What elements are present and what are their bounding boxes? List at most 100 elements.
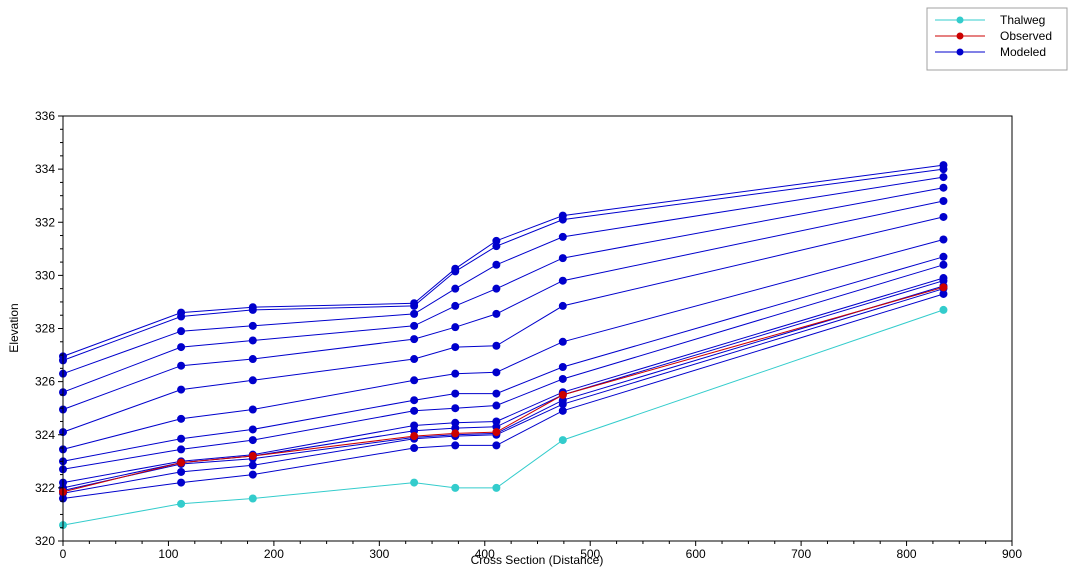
y-axis-title: Elevation bbox=[7, 303, 21, 352]
data-point bbox=[939, 183, 948, 192]
data-point bbox=[492, 368, 501, 377]
series-line bbox=[62, 176, 944, 375]
legend-swatch-marker bbox=[956, 32, 964, 40]
data-point bbox=[177, 478, 186, 487]
data-point bbox=[451, 429, 460, 438]
data-point bbox=[939, 283, 948, 292]
series-line bbox=[62, 293, 944, 499]
legend-label: Thalweg bbox=[1000, 13, 1045, 27]
series-line bbox=[62, 264, 944, 470]
data-point bbox=[492, 236, 501, 245]
series-line bbox=[62, 285, 944, 491]
y-tick-label: 330 bbox=[35, 268, 55, 282]
x-tick-label: 200 bbox=[264, 547, 284, 561]
data-point bbox=[492, 428, 501, 437]
series-modeled bbox=[59, 212, 948, 437]
x-tick-label: 700 bbox=[791, 547, 811, 561]
data-point bbox=[177, 467, 186, 476]
data-point bbox=[939, 260, 948, 269]
x-tick-label: 100 bbox=[158, 547, 178, 561]
series-observed bbox=[59, 283, 948, 496]
x-tick-label: 800 bbox=[897, 547, 917, 561]
x-tick-label: 300 bbox=[369, 547, 389, 561]
data-point bbox=[248, 461, 257, 470]
series-modeled bbox=[59, 235, 948, 454]
data-point bbox=[410, 444, 419, 453]
legend-swatch-marker bbox=[956, 16, 964, 24]
data-point bbox=[451, 389, 460, 398]
data-point bbox=[410, 335, 419, 344]
y-tick-label: 336 bbox=[35, 109, 55, 123]
data-point bbox=[451, 284, 460, 293]
x-tick-label: 400 bbox=[475, 547, 495, 561]
data-point bbox=[177, 385, 186, 394]
series-line bbox=[62, 168, 944, 361]
data-point bbox=[451, 323, 460, 332]
data-point bbox=[177, 343, 186, 352]
data-point bbox=[939, 252, 948, 261]
legend-label: Modeled bbox=[1000, 45, 1046, 59]
data-point bbox=[410, 396, 419, 405]
x-tick-label: 500 bbox=[580, 547, 600, 561]
data-point bbox=[939, 161, 948, 170]
data-point bbox=[451, 301, 460, 310]
data-point bbox=[558, 276, 567, 285]
data-point bbox=[177, 327, 186, 336]
data-point bbox=[558, 211, 567, 220]
x-tick-label: 900 bbox=[1002, 547, 1022, 561]
series-line bbox=[62, 239, 944, 450]
data-point bbox=[177, 434, 186, 443]
data-point bbox=[558, 337, 567, 346]
data-point bbox=[248, 376, 257, 385]
data-point bbox=[248, 355, 257, 364]
data-point bbox=[939, 212, 948, 221]
data-point bbox=[248, 452, 257, 460]
data-point bbox=[410, 406, 419, 415]
data-point bbox=[410, 478, 419, 487]
series-line bbox=[62, 187, 944, 393]
data-point bbox=[558, 232, 567, 241]
series-thalweg bbox=[59, 305, 948, 530]
data-point bbox=[248, 321, 257, 330]
data-point bbox=[410, 355, 419, 364]
data-point bbox=[558, 254, 567, 263]
y-tick-label: 334 bbox=[35, 162, 55, 176]
series-line bbox=[62, 164, 944, 357]
legend-swatch-marker bbox=[956, 48, 964, 56]
data-point bbox=[558, 406, 567, 415]
x-tick-label: 600 bbox=[686, 547, 706, 561]
y-tick-label: 320 bbox=[35, 534, 55, 548]
data-point bbox=[451, 264, 460, 273]
data-point bbox=[451, 369, 460, 378]
data-point bbox=[492, 389, 501, 398]
data-point bbox=[558, 363, 567, 372]
data-point bbox=[451, 483, 460, 492]
data-point bbox=[248, 405, 257, 414]
data-point bbox=[248, 303, 257, 312]
data-point bbox=[248, 336, 257, 345]
data-point bbox=[939, 274, 948, 283]
series-modeled bbox=[59, 252, 948, 466]
data-point bbox=[451, 441, 460, 450]
data-point bbox=[410, 432, 419, 441]
data-point bbox=[492, 341, 501, 350]
data-point bbox=[410, 321, 419, 330]
data-point bbox=[248, 470, 257, 479]
data-point bbox=[939, 305, 948, 314]
y-tick-label: 326 bbox=[35, 375, 55, 389]
series-line bbox=[62, 256, 944, 462]
data-point bbox=[248, 494, 257, 503]
y-tick-label: 328 bbox=[35, 322, 55, 336]
series-line bbox=[62, 216, 944, 433]
data-point bbox=[451, 404, 460, 413]
data-point bbox=[451, 418, 460, 427]
data-point bbox=[177, 308, 186, 317]
data-point bbox=[492, 441, 501, 450]
series-line bbox=[62, 286, 944, 493]
data-point bbox=[177, 414, 186, 423]
data-point bbox=[410, 376, 419, 385]
data-point bbox=[492, 309, 501, 318]
legend: Thalweg Observed Modeled bbox=[926, 7, 1068, 71]
data-point bbox=[177, 499, 186, 508]
